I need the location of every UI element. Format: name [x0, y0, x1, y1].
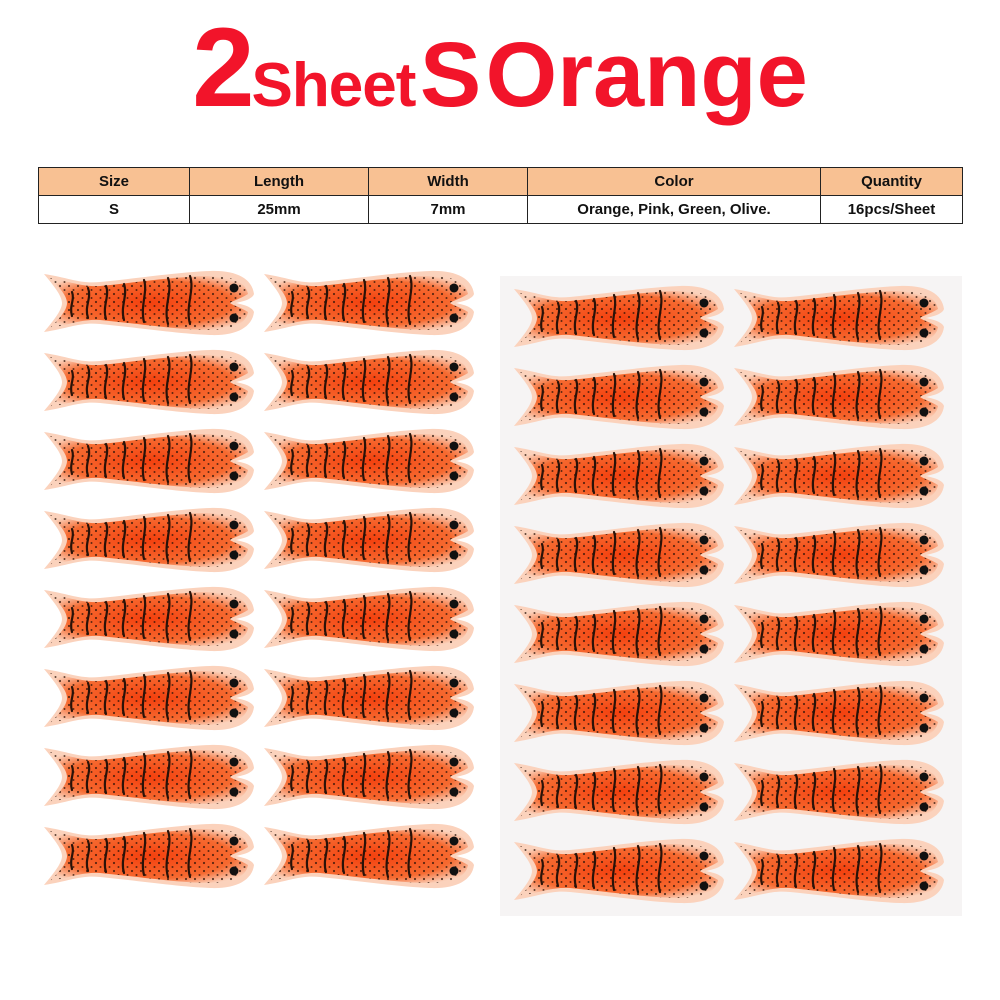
- shrimp-lure: [512, 442, 726, 510]
- shrimp-lure: [732, 837, 946, 905]
- shrimp-lure: [732, 442, 946, 510]
- shrimp-lure: [262, 506, 476, 574]
- shrimp-lure: [262, 822, 476, 890]
- shrimp-lure: [512, 521, 726, 589]
- spec-table: Size Length Width Color Quantity S 25mm …: [38, 167, 963, 224]
- header-quantity: Quantity: [820, 167, 963, 196]
- shrimp-lure: [42, 585, 256, 653]
- header-width: Width: [368, 167, 528, 196]
- shrimp-lure: [262, 743, 476, 811]
- cell-size: S: [38, 195, 190, 224]
- shrimp-lure: [732, 521, 946, 589]
- shrimp-lure: [732, 600, 946, 668]
- shrimp-lure: [512, 363, 726, 431]
- shrimp-lure: [42, 427, 256, 495]
- cell-color: Orange, Pink, Green, Olive.: [527, 195, 821, 224]
- shrimp-lure: [42, 822, 256, 890]
- header-color: Color: [527, 167, 821, 196]
- shrimp-lure: [732, 363, 946, 431]
- spec-header-row: Size Length Width Color Quantity: [38, 167, 963, 196]
- cell-length: 25mm: [189, 195, 369, 224]
- shrimp-lure: [262, 348, 476, 416]
- shrimp-lure: [732, 679, 946, 747]
- product-title: 2Sheet S Orange: [0, 12, 1000, 124]
- title-sheet: Sheet: [251, 51, 417, 120]
- shrimp-lure: [512, 758, 726, 826]
- shrimp-lure: [42, 743, 256, 811]
- shrimp-lure: [512, 284, 726, 352]
- cell-width: 7mm: [368, 195, 528, 224]
- title-color: Orange: [485, 24, 808, 126]
- cell-quantity: 16pcs/Sheet: [820, 195, 963, 224]
- title-count: 2: [192, 5, 254, 130]
- title-size: S: [419, 24, 482, 126]
- shrimp-lure: [512, 837, 726, 905]
- shrimp-lure: [42, 664, 256, 732]
- spec-row: S 25mm 7mm Orange, Pink, Green, Olive. 1…: [38, 195, 963, 224]
- shrimp-lure: [262, 269, 476, 337]
- lure-sheet-1: [42, 269, 476, 890]
- shrimp-lure: [262, 585, 476, 653]
- shrimp-lure: [512, 600, 726, 668]
- shrimp-lure: [42, 506, 256, 574]
- shrimp-lure: [732, 284, 946, 352]
- shrimp-lure: [42, 269, 256, 337]
- shrimp-lure: [732, 758, 946, 826]
- shrimp-lure: [262, 664, 476, 732]
- header-size: Size: [38, 167, 190, 196]
- shrimp-lure: [42, 348, 256, 416]
- shrimp-lure: [512, 679, 726, 747]
- shrimp-lure: [262, 427, 476, 495]
- header-length: Length: [189, 167, 369, 196]
